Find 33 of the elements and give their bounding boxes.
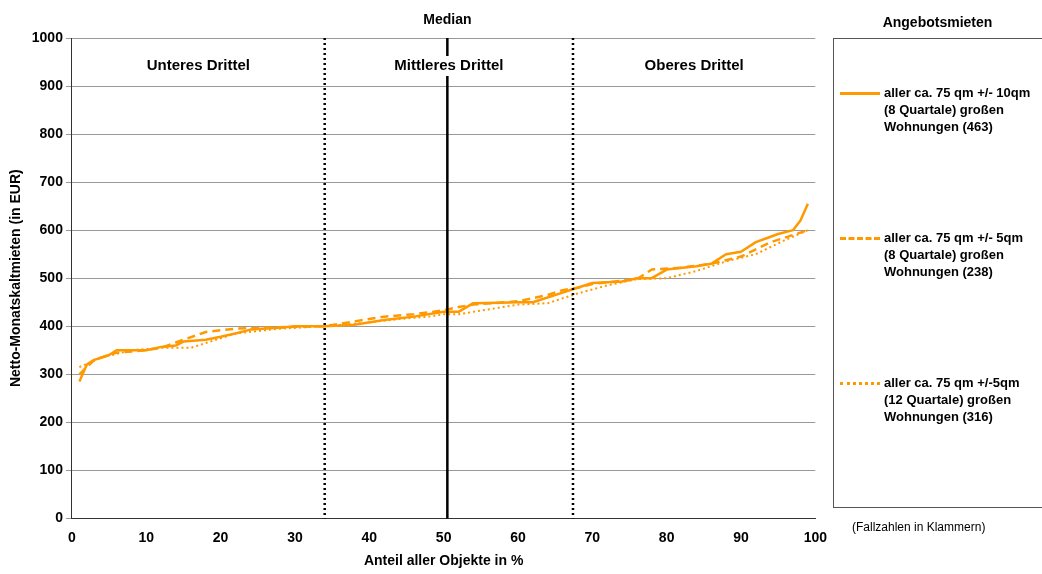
x-tick-label: 20 bbox=[212, 528, 229, 545]
legend-label: aller ca. 75 qm +/- 5qm (8 Quartale) großen Wohnungen (238) bbox=[884, 229, 1025, 280]
y-tick-label: 800 bbox=[39, 124, 64, 141]
x-axis-title: Anteil aller Objekte in % bbox=[363, 552, 524, 569]
y-tick-label: 500 bbox=[39, 269, 64, 286]
x-tick-label: 40 bbox=[361, 528, 378, 545]
y-tick-label: 100 bbox=[39, 461, 64, 478]
y-axis-title: Netto-Monatskaltmieten (in EUR) bbox=[7, 169, 24, 388]
y-tick-label: 400 bbox=[39, 317, 64, 334]
x-tick-label: 30 bbox=[287, 528, 303, 545]
y-tick-label: 600 bbox=[39, 221, 64, 238]
x-tick-label: 90 bbox=[733, 528, 749, 545]
x-tick-label: 60 bbox=[510, 528, 526, 545]
y-tick-label: 300 bbox=[39, 365, 64, 382]
annotation: Mittleres Drittel bbox=[394, 56, 504, 74]
y-tick-label: 700 bbox=[39, 172, 64, 189]
legend-label: aller ca. 75 qm +/-5qm (12 Quartale) großen Wohnungen (316) bbox=[884, 374, 1021, 425]
x-tick-label: 80 bbox=[658, 528, 675, 545]
annotation: Unteres Drittel bbox=[146, 56, 250, 74]
legend-label: aller ca. 75 qm +/- 10qm (8 Quartale) großen Wohnungen (463) bbox=[884, 84, 1032, 135]
ref-line-label: Median bbox=[423, 11, 472, 27]
annotation: Oberes Drittel bbox=[644, 56, 744, 74]
legend-title: Angebotsmieten bbox=[881, 14, 994, 30]
y-tick-label: 0 bbox=[55, 509, 64, 526]
x-tick-label: 0 bbox=[68, 528, 77, 545]
y-tick-label: 1000 bbox=[31, 28, 64, 45]
x-tick-label: 70 bbox=[584, 528, 601, 545]
x-tick-label: 50 bbox=[435, 528, 452, 545]
y-tick-label: 900 bbox=[39, 76, 64, 93]
x-tick-label: 100 bbox=[803, 528, 828, 545]
text: (Fallzahlen in Klammern) bbox=[852, 520, 986, 534]
x-tick-label: 10 bbox=[138, 528, 155, 545]
y-tick-label: 200 bbox=[39, 413, 64, 430]
